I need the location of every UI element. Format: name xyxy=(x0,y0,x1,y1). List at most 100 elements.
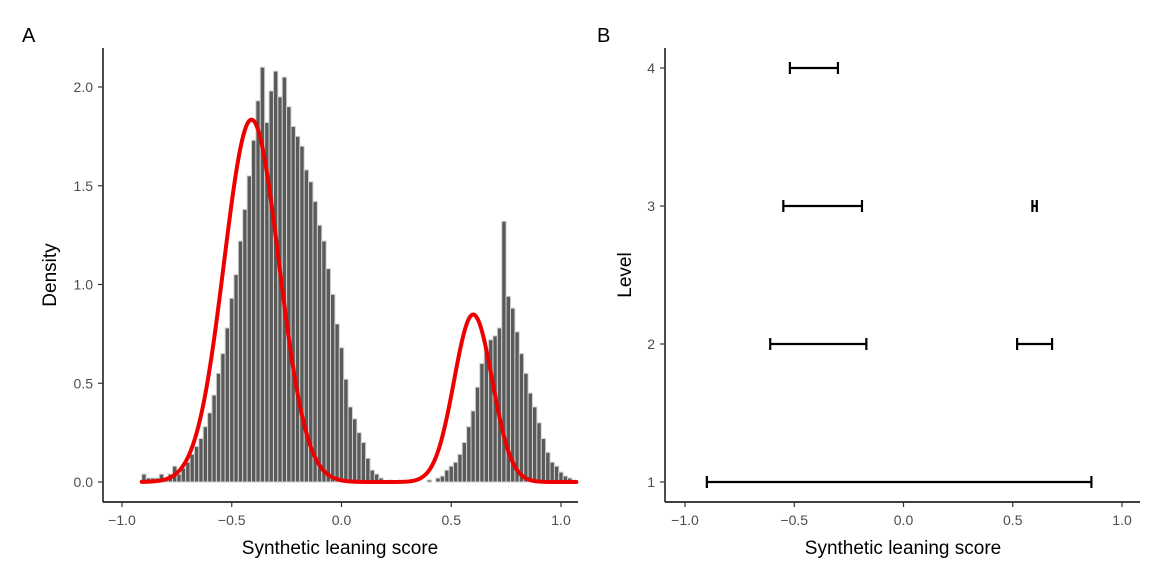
histogram-bar xyxy=(343,378,349,483)
x-tick-label: 0.5 xyxy=(1003,512,1023,528)
histogram-bar xyxy=(435,477,441,483)
histogram-bar xyxy=(233,274,239,483)
histogram-bar xyxy=(207,412,213,483)
y-tick-label: 0.5 xyxy=(74,375,94,391)
y-tick-label: 1.5 xyxy=(74,178,94,194)
histogram-bar xyxy=(251,139,257,483)
histogram-bar xyxy=(536,422,542,483)
interval-bars xyxy=(705,62,1093,488)
y-tick-label: 1.0 xyxy=(74,277,94,293)
interval xyxy=(769,338,868,350)
histogram-bar xyxy=(224,327,231,483)
histogram-bar xyxy=(294,135,301,483)
x-tick-label: 0.5 xyxy=(442,512,462,528)
histogram-bar xyxy=(193,445,200,483)
x-tick-label: −1.0 xyxy=(108,512,136,528)
panel-b: B −1.0 −0.5 0.0 0.5 1.0 1 2 3 4 Synthetic leani… xyxy=(597,25,1140,559)
histogram-bar xyxy=(553,465,560,483)
histogram-bar xyxy=(272,70,279,483)
histogram-bar xyxy=(466,426,472,483)
panel-a: A −1.0 −0.5 0.0 0.5 1.0 0.0 0.5 1.0 1.5 2.0 Synt… xyxy=(22,25,579,559)
histogram-bar xyxy=(176,473,182,483)
histogram-bar xyxy=(202,426,209,483)
histogram-bar xyxy=(439,475,446,483)
y-tick-label: 0.0 xyxy=(74,474,94,490)
y-axis-ticks: 1 2 3 4 xyxy=(647,60,665,490)
density-curve xyxy=(139,117,579,484)
histogram-bar xyxy=(356,432,362,483)
histogram-bar xyxy=(330,293,336,483)
histogram-bar xyxy=(220,353,226,483)
x-tick-label: −0.5 xyxy=(780,512,808,528)
histogram-bar xyxy=(312,201,318,483)
interval xyxy=(1016,338,1054,350)
histogram-bar xyxy=(514,331,520,483)
y-tick-label: 2.0 xyxy=(74,79,94,95)
histogram-bar xyxy=(299,145,305,483)
histogram-bar xyxy=(338,347,345,483)
histogram-bar xyxy=(426,479,432,483)
y-tick-label: 1 xyxy=(647,474,655,490)
histogram-bar xyxy=(531,406,538,483)
histogram-bar xyxy=(545,451,551,483)
histogram-bar xyxy=(290,126,296,483)
histogram-bars xyxy=(141,66,577,483)
x-tick-label: 0.0 xyxy=(332,512,352,528)
x-axis-ticks: −1.0 −0.5 0.0 0.5 1.0 xyxy=(108,502,571,528)
histogram-bar xyxy=(351,418,358,483)
y-tick-label: 4 xyxy=(647,60,655,76)
histogram-bar xyxy=(316,224,323,483)
histogram-bar xyxy=(237,240,244,483)
histogram-bar xyxy=(474,386,481,483)
histogram-bar xyxy=(470,410,476,483)
y-axis-ticks: 0.0 0.5 1.0 1.5 2.0 xyxy=(74,79,103,490)
histogram-bar xyxy=(347,406,353,483)
histogram-bar xyxy=(198,438,204,483)
histogram-bar xyxy=(255,100,261,483)
x-tick-label: 1.0 xyxy=(1112,512,1132,528)
interval xyxy=(782,200,864,212)
histogram-bar xyxy=(215,372,222,483)
histogram-bar xyxy=(334,323,340,483)
interval xyxy=(705,476,1093,488)
x-tick-label: −0.5 xyxy=(218,512,246,528)
histogram-bar xyxy=(268,90,274,483)
histogram-bar xyxy=(452,461,459,483)
histogram-bar xyxy=(229,297,235,483)
x-tick-label: 1.0 xyxy=(551,512,571,528)
x-axis-ticks: −1.0 −0.5 0.0 0.5 1.0 xyxy=(671,502,1132,528)
histogram-bar xyxy=(540,438,547,483)
histogram-bar xyxy=(185,461,191,483)
x-tick-label: −1.0 xyxy=(671,512,699,528)
histogram-bar xyxy=(211,394,217,483)
panel-b-label: B xyxy=(597,25,610,47)
histogram-bar xyxy=(259,66,266,483)
interval xyxy=(788,62,840,74)
y-axis-title: Level xyxy=(615,252,636,297)
histogram-bar xyxy=(246,175,253,483)
histogram-bar xyxy=(444,469,450,483)
histogram-bar xyxy=(321,240,327,483)
histogram-bar xyxy=(286,106,292,483)
histogram-bar xyxy=(448,465,454,483)
interval xyxy=(1031,200,1038,212)
x-axis-title: Synthetic leaning score xyxy=(805,538,1001,559)
histogram-bar xyxy=(523,372,529,483)
histogram-bar xyxy=(479,363,485,483)
histogram-bar xyxy=(518,353,525,483)
y-tick-label: 2 xyxy=(647,336,655,352)
x-axis-title: Synthetic leaning score xyxy=(242,538,438,559)
y-tick-label: 3 xyxy=(647,198,655,214)
histogram-bar xyxy=(461,442,468,483)
histogram-bar xyxy=(325,268,332,483)
x-tick-label: 0.0 xyxy=(894,512,914,528)
histogram-bar xyxy=(242,208,248,483)
histogram-bar xyxy=(365,457,371,483)
histogram-bar xyxy=(189,453,195,483)
y-axis-title: Density xyxy=(40,243,61,307)
histogram-bar xyxy=(549,461,555,483)
histogram-bar xyxy=(527,392,533,483)
histogram-bar xyxy=(457,453,463,483)
histogram-bar xyxy=(360,442,367,483)
